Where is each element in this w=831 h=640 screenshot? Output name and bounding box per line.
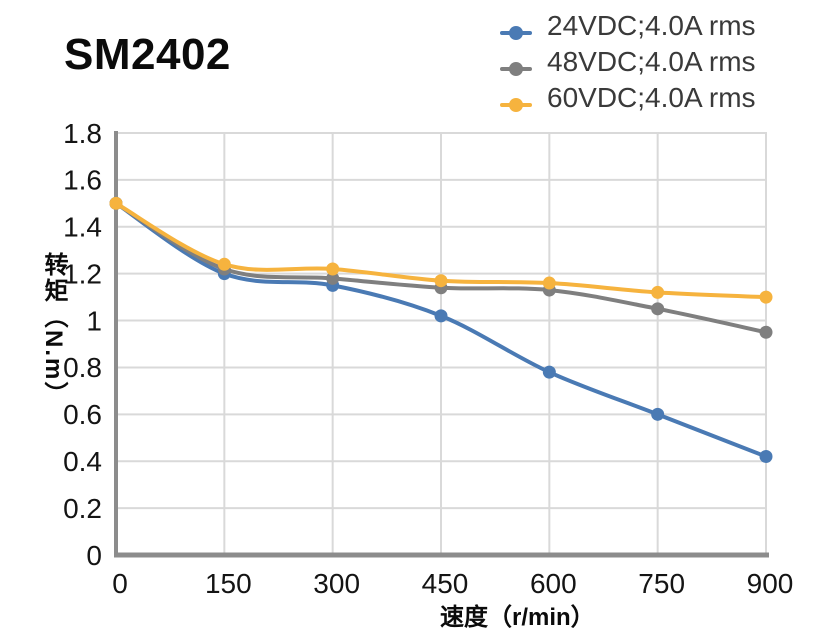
data-point-60vdc-4-0a-rms <box>326 262 340 276</box>
data-point-60vdc-4-0a-rms <box>434 274 448 288</box>
legend-dot-icon <box>509 26 523 40</box>
x-tick-label: 300 <box>313 568 360 599</box>
x-tick-label: 750 <box>638 568 685 599</box>
x-tick-label: 900 <box>747 568 794 599</box>
data-point-24vdc-4-0a-rms <box>434 309 448 323</box>
y-tick-label: 0.2 <box>63 493 102 524</box>
x-tick-label: 0 <box>112 568 128 599</box>
data-point-24vdc-4-0a-rms <box>542 365 556 379</box>
legend-label: 24VDC;4.0A rms <box>547 10 756 41</box>
legend-label: 48VDC;4.0A rms <box>547 46 756 77</box>
data-point-24vdc-4-0a-rms <box>651 407 665 421</box>
y-tick-label: 1.2 <box>63 258 102 289</box>
y-tick-label: 1.6 <box>63 165 102 196</box>
data-point-60vdc-4-0a-rms <box>217 257 231 271</box>
data-point-60vdc-4-0a-rms <box>651 285 665 299</box>
y-tick-label: 1 <box>86 305 102 336</box>
y-tick-label: 0 <box>86 540 102 571</box>
y-tick-label: 0.6 <box>63 399 102 430</box>
data-point-60vdc-4-0a-rms <box>759 290 773 304</box>
data-point-60vdc-4-0a-rms <box>542 276 556 290</box>
legend-label: 60VDC;4.0A rms <box>547 82 756 113</box>
y-tick-label: 0.8 <box>63 352 102 383</box>
data-point-60vdc-4-0a-rms <box>109 196 123 210</box>
legend-dot-icon <box>509 62 523 76</box>
legend: 24VDC;4.0A rms 48VDC;4.0A rms 60VDC;4.0A r… <box>500 8 756 116</box>
legend-line-dot-icon <box>500 26 532 40</box>
legend-item-48vdc-4-0a-rms[interactable]: 48VDC;4.0A rms <box>500 44 756 80</box>
legend-item-24vdc-4-0a-rms[interactable]: 24VDC;4.0A rms <box>500 8 756 44</box>
chart-title: SM2402 <box>64 30 231 79</box>
legend-line-dot-icon <box>500 98 532 112</box>
data-point-24vdc-4-0a-rms <box>759 450 773 464</box>
y-tick-label: 1.8 <box>63 118 102 149</box>
data-point-48vdc-4-0a-rms <box>326 271 340 285</box>
x-tick-label: 150 <box>205 568 252 599</box>
y-axis-label: 转矩（N.m） <box>40 252 67 408</box>
y-tick-label: 1.4 <box>63 212 102 243</box>
legend-dot-icon <box>509 98 523 112</box>
data-point-48vdc-4-0a-rms <box>759 325 773 339</box>
legend-line-dot-icon <box>500 62 532 76</box>
x-axis-label: 速度（r/min） <box>440 604 595 631</box>
x-tick-label: 450 <box>422 568 469 599</box>
y-tick-label: 0.4 <box>63 446 102 477</box>
x-tick-label: 600 <box>530 568 577 599</box>
data-point-48vdc-4-0a-rms <box>651 302 665 316</box>
legend-item-60vdc-4-0a-rms[interactable]: 60VDC;4.0A rms <box>500 80 756 116</box>
